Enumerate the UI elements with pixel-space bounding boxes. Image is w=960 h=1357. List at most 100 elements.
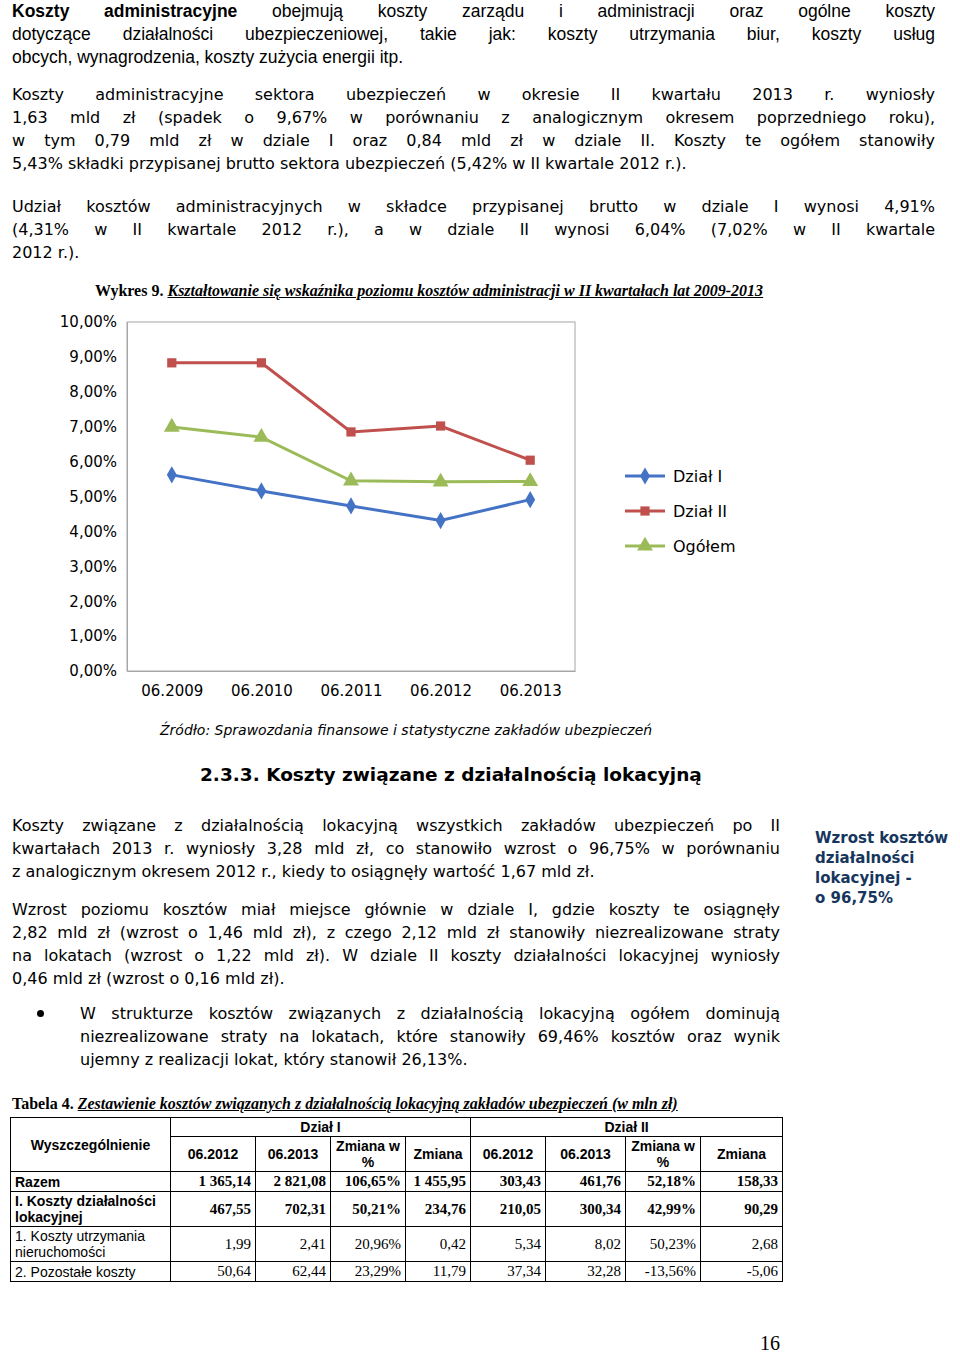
plot-frame: [127, 322, 575, 671]
x-axis-line: [128, 671, 576, 672]
table-row: I. Koszty działalności lokacyjnej467,557…: [11, 1192, 783, 1227]
section-heading: 2.3.3. Koszty związane z działalnością l…: [200, 764, 702, 785]
series-marker: [525, 491, 535, 508]
y-tick: 5,00%: [69, 488, 127, 506]
series-marker: [526, 456, 535, 465]
x-tick-label: 06.2012: [410, 682, 472, 700]
x-axis: 06.2009 06.2010 06.2011 06.2012 06.2013: [128, 671, 576, 700]
text-line: Koszty administracyjne obejmują koszty z…: [12, 0, 935, 23]
table-cell: 106,65%: [331, 1172, 406, 1192]
y-tick-label: 5,00%: [69, 488, 117, 506]
series-marker: [343, 472, 359, 486]
y-tick-label: 9,00%: [69, 348, 117, 366]
header-row: WyszczególnienieDział IDział II: [11, 1118, 783, 1137]
table-cell: 0,42: [406, 1227, 471, 1262]
y-tick-label: 3,00%: [69, 558, 117, 576]
table-cell: 37,34: [471, 1262, 546, 1282]
y-tick-label: 4,00%: [69, 523, 117, 541]
text-line: 2012 r.).: [12, 241, 935, 264]
table-caption: Tabela 4. Zestawienie kosztów związanych…: [12, 1095, 678, 1113]
table-row: 1. Koszty utrzymania nieruchomości1,992,…: [11, 1227, 783, 1262]
table-cell: I. Koszty działalności lokacyjnej: [11, 1192, 171, 1227]
table-cell: 234,76: [406, 1192, 471, 1227]
space: [163, 282, 167, 299]
x-tick: 06.2012: [410, 671, 472, 700]
table-cell: 303,43: [471, 1172, 546, 1192]
text-line: na lokatach (wzrost o 1,22 mld zł). W dz…: [12, 944, 780, 967]
legend-item: Ogółem: [625, 537, 736, 556]
space: [74, 1095, 78, 1112]
x-tick: 06.2009: [141, 671, 203, 700]
table-cell: 5,34: [471, 1227, 546, 1262]
y-tick: 10,00%: [60, 313, 127, 331]
page-number: 16: [760, 1332, 780, 1355]
header-cell: Dział II: [471, 1118, 783, 1137]
header-cell: 06.2012: [471, 1137, 546, 1172]
table-cell: 90,29: [701, 1192, 783, 1227]
table-cell: 50,21%: [331, 1192, 406, 1227]
legend-marker: [637, 537, 653, 551]
x-tick: 06.2011: [320, 671, 382, 700]
table-cell: 1 455,95: [406, 1172, 471, 1192]
chart: 0,00%1,00%2,00%3,00%4,00%5,00%6,00%7,00%…: [55, 300, 760, 720]
y-tick-label: 7,00%: [69, 418, 117, 436]
text-line: (4,31% w II kwartale 2012 r.), a w dzial…: [12, 218, 935, 241]
x-tick-label: 06.2009: [141, 682, 203, 700]
paragraph: Koszty administracyjne obejmują koszty z…: [12, 0, 935, 69]
text-line: 1,63 mld zł (spadek o 9,67% w porównaniu…: [12, 106, 935, 129]
paragraph: Koszty administracyjne sektora ubezpiecz…: [12, 83, 935, 175]
y-tick-label: 8,00%: [69, 383, 117, 401]
space: [237, 1, 272, 21]
text-line: 5,43% składki przypisanej brutto sektora…: [12, 152, 935, 175]
table-cell: 467,55: [171, 1192, 256, 1227]
table-cell: 300,34: [546, 1192, 626, 1227]
text-line: obcych, wynagrodzenia, koszty zużycia en…: [12, 46, 935, 69]
y-axis-line: [127, 323, 128, 672]
table-cell: 50,23%: [626, 1227, 701, 1262]
text-line: dotyczące działalności ubezpieczeniowej,…: [12, 23, 935, 46]
x-tick-label: 06.2011: [320, 682, 382, 700]
text-line: Koszty administracyjne sektora ubezpiecz…: [12, 83, 935, 106]
table-cell: 1 365,14: [171, 1172, 256, 1192]
x-tick-label: 06.2010: [231, 682, 293, 700]
series-marker: [167, 358, 176, 367]
table-cell: 23,29%: [331, 1262, 406, 1282]
table-title: Zestawienie kosztów związanych z działal…: [78, 1095, 678, 1112]
text-line: W strukturze kosztów związanych z działa…: [80, 1002, 780, 1025]
table-cell: 1,99: [171, 1227, 256, 1262]
figure-label: Wykres 9.: [95, 282, 163, 299]
header-cell: 06.2013: [546, 1137, 626, 1172]
x-tick: 06.2013: [500, 671, 562, 700]
sidebar-line: o 96,75%: [815, 888, 960, 908]
y-tick-label: 6,00%: [69, 453, 117, 471]
legend-item: Dział II: [625, 502, 727, 521]
y-tick-label: 10,00%: [60, 313, 117, 331]
sidebar-note: Wzrost kosztówdziałalnościlokacyjnej -o …: [815, 828, 960, 908]
y-axis: 0,00%1,00%2,00%3,00%4,00%5,00%6,00%7,00%…: [60, 313, 128, 680]
legend: Dział IDział IIOgółem: [625, 467, 736, 556]
series-marker: [436, 421, 445, 430]
header-cell: Zmiana w %: [331, 1137, 406, 1172]
table-label: Tabela 4.: [12, 1095, 74, 1112]
lead-text: Koszty administracyjne: [12, 1, 237, 21]
table-cell: 2. Pozostałe koszty: [11, 1262, 171, 1282]
header-cell: Dział I: [171, 1118, 471, 1137]
table-cell: 8,02: [546, 1227, 626, 1262]
y-tick: 1,00%: [69, 627, 127, 645]
y-tick: 7,00%: [69, 418, 127, 436]
header-cell: Zmiana: [701, 1137, 783, 1172]
paragraph: Wzrost poziomu kosztów miał miejsce głów…: [12, 898, 780, 990]
text-line: w tym 0,79 mld zł w dziale I oraz 0,84 m…: [12, 129, 935, 152]
sidebar-line: działalności: [815, 848, 960, 868]
plot-data: [164, 358, 538, 529]
text-line: kwartałach 2013 r. wyniosły 3,28 mld zł,…: [12, 837, 780, 860]
table-cell: 1. Koszty utrzymania nieruchomości: [11, 1227, 171, 1262]
series-marker: [257, 358, 266, 367]
paragraph: Udział kosztów administracyjnych w skład…: [12, 195, 935, 264]
series-marker: [256, 482, 266, 499]
series-marker: [436, 512, 446, 529]
figure-caption: Wykres 9. Kształtowanie się wskaźnika po…: [95, 282, 763, 300]
table-cell: 2,41: [256, 1227, 331, 1262]
y-tick: 9,00%: [69, 348, 127, 366]
text-line: Koszty związane z działalnością lokacyjn…: [12, 814, 780, 837]
